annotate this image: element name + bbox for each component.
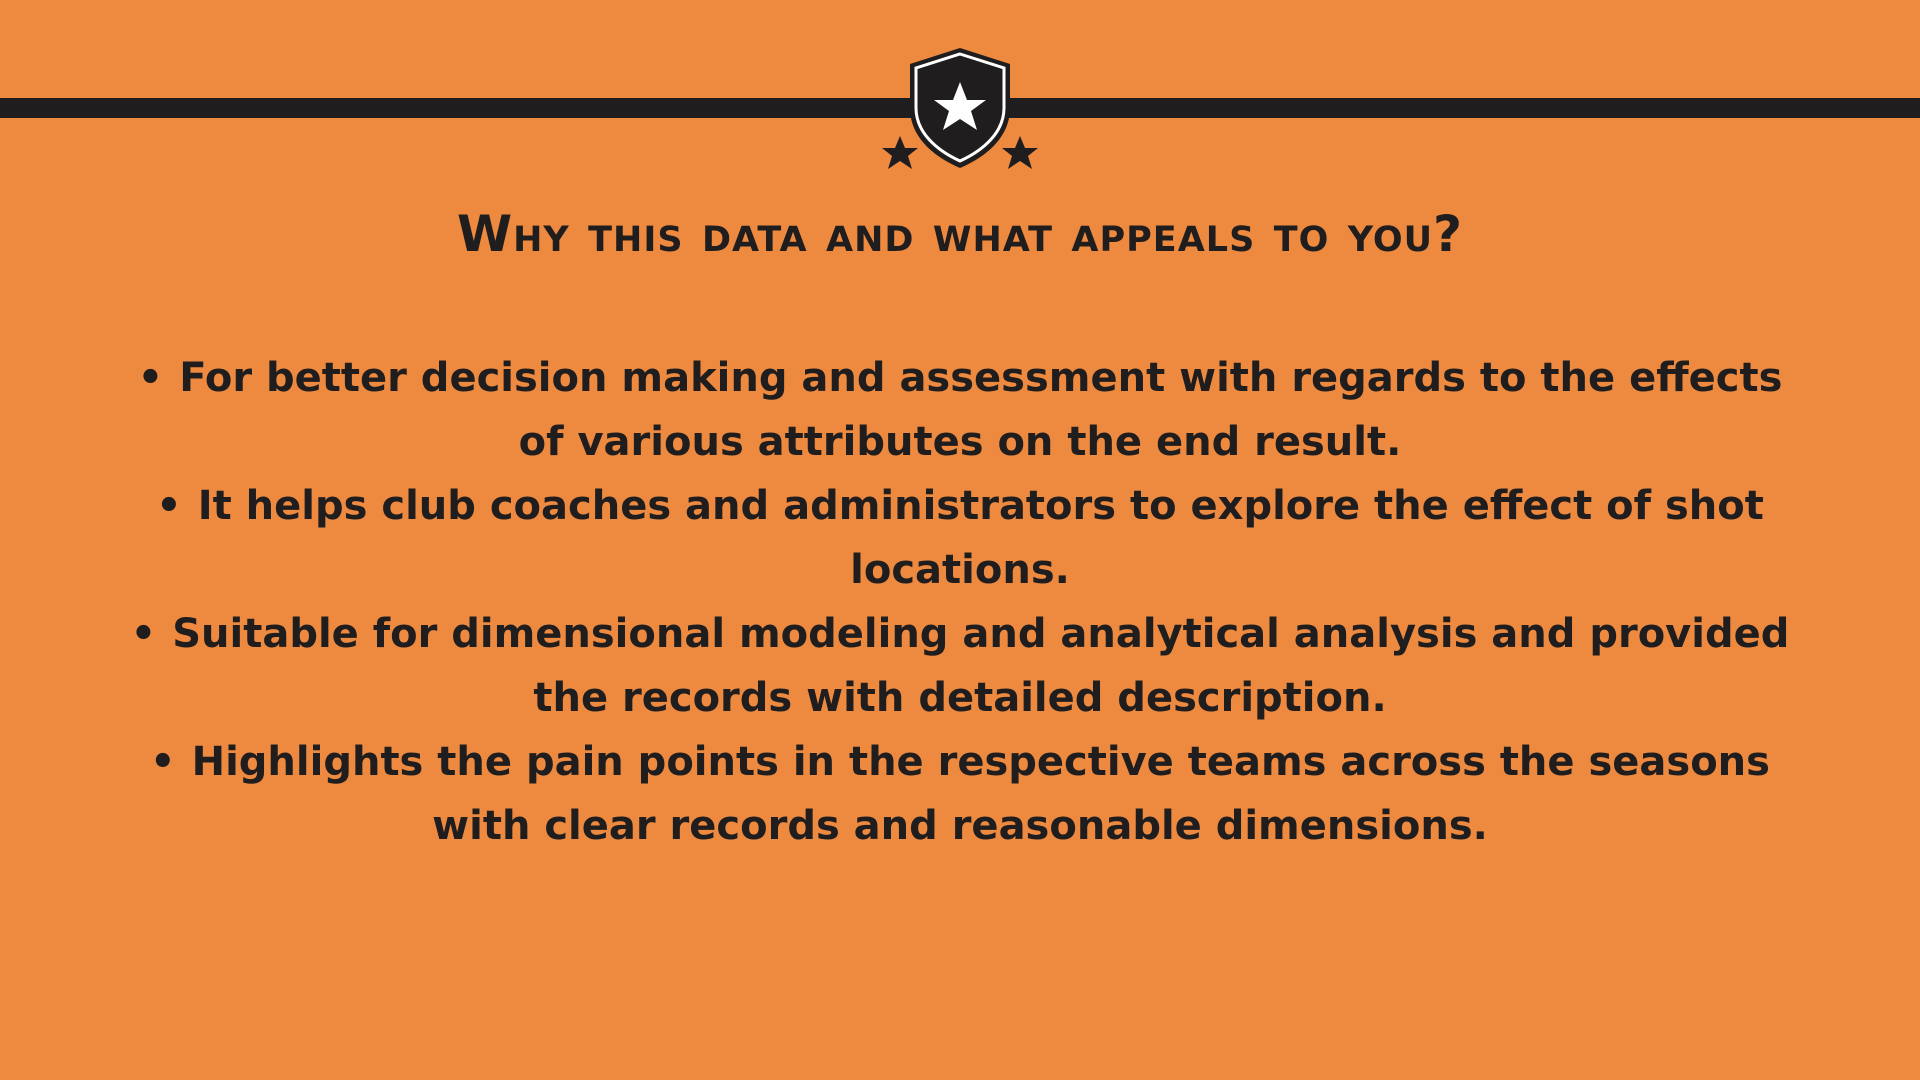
- center-star: [934, 82, 986, 130]
- page-title: Why this data and what appeals to you?: [456, 205, 1464, 263]
- list-item: • For better decision making and assessme…: [110, 346, 1810, 474]
- bullet-text: It helps club coaches and administrators…: [197, 483, 1764, 593]
- shield-star-icon: [876, 44, 1044, 176]
- bullet-marker: •: [130, 611, 157, 657]
- bullet-marker: •: [137, 355, 164, 401]
- list-item: • Suitable for dimensional modeling and a…: [110, 602, 1810, 730]
- list-item: • Highlights the pain points in the respe…: [110, 730, 1810, 858]
- left-star: [882, 136, 918, 169]
- bullet-text: Suitable for dimensional modeling and an…: [172, 611, 1790, 721]
- crest-graphic: [882, 48, 1038, 169]
- bullet-marker: •: [150, 739, 176, 785]
- bullet-list: • For better decision making and assessme…: [110, 346, 1810, 858]
- right-star: [1002, 136, 1038, 169]
- bullet-text: For better decision making and assessmen…: [179, 355, 1783, 465]
- bullet-marker: •: [156, 483, 182, 529]
- shield-inner-border: [914, 52, 1006, 163]
- list-item: • It helps club coaches and administrator…: [110, 474, 1810, 602]
- bullet-text: Highlights the pain points in the respec…: [191, 739, 1770, 849]
